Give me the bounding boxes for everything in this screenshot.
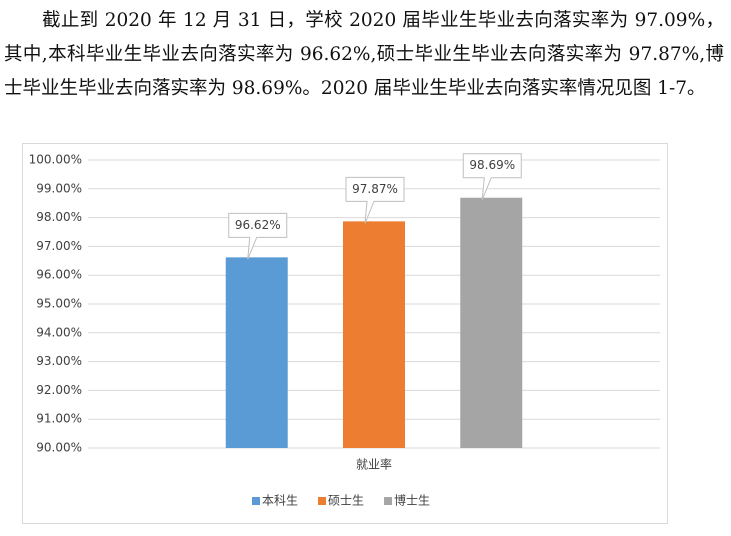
data-label: 97.87% xyxy=(352,182,398,196)
y-tick-label: 93.00% xyxy=(36,354,82,368)
y-tick-label: 96.00% xyxy=(36,268,82,282)
bar xyxy=(343,221,405,448)
y-tick-label: 99.00% xyxy=(36,181,82,195)
x-tick-label: 就业率 xyxy=(356,457,392,472)
y-tick-label: 91.00% xyxy=(36,412,82,426)
bar xyxy=(460,197,523,448)
y-tick-label: 98.00% xyxy=(36,210,82,224)
y-tick-label: 94.00% xyxy=(36,325,82,339)
y-tick-label: 92.00% xyxy=(36,383,82,397)
y-tick-label: 97.00% xyxy=(36,239,82,253)
data-label: 96.62% xyxy=(235,218,281,232)
legend-swatch xyxy=(252,497,260,505)
legend-label: 硕士生 xyxy=(328,494,364,508)
callout-box xyxy=(228,212,288,260)
callout-box xyxy=(462,153,522,200)
legend-swatch xyxy=(384,497,393,505)
callout-box xyxy=(345,176,405,224)
paragraph: 截止到 2020 年 12 月 31 日，学校 2020 届毕业生毕业去向落实率… xyxy=(4,10,724,99)
y-tick-label: 100.00% xyxy=(29,153,82,167)
y-tick-label: 90.00% xyxy=(36,441,82,455)
y-tick-label: 95.00% xyxy=(36,297,82,311)
legend-label: 博士生 xyxy=(394,493,430,508)
legend-label: 本科生 xyxy=(262,494,298,508)
bar xyxy=(225,257,288,448)
data-label: 98.69% xyxy=(469,158,515,172)
legend-swatch xyxy=(318,497,327,505)
